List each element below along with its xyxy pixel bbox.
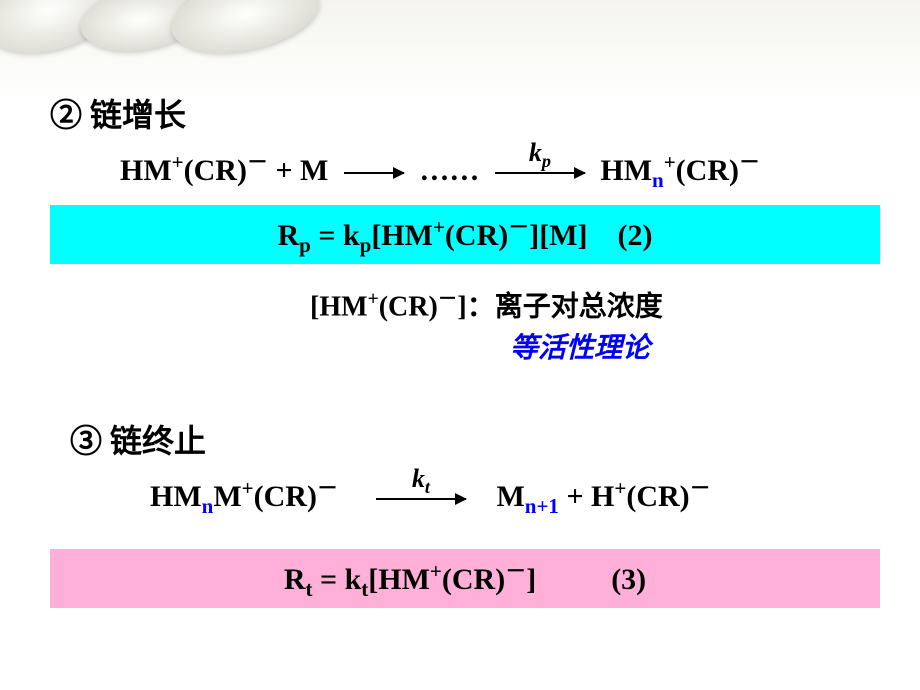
kp-k: k [529, 138, 542, 167]
sup-plus2: + [664, 150, 676, 174]
rp-sub2: p [360, 233, 372, 257]
rt-r: R [284, 563, 306, 596]
rt-num: (3) [611, 563, 646, 596]
rt-hm: [HM [368, 563, 430, 596]
rate-rp-box: Rp = kp[HM+(CR)－][M] (2) [50, 205, 880, 264]
eq2-sup-plus: + [242, 476, 254, 500]
section2-title-text: 链终止 [110, 423, 206, 459]
eq2-m: M [213, 480, 241, 513]
eq2-hm: HM [150, 480, 202, 513]
rt-close: ] [526, 563, 536, 596]
note-theory: 等活性理论 [510, 326, 880, 366]
dots: …… [419, 154, 479, 187]
kt-label: kt [412, 464, 430, 498]
chain-growth-equation: HM+(CR)－ + M …… kp HMn+(CR)－ [120, 146, 880, 193]
chain-termination-equation: HMnM+(CR)－ kt Mn+1 + H+(CR)－ [150, 472, 880, 519]
rp-eq: = k [311, 219, 360, 252]
section2: ③ 链终止 HMnM+(CR)－ kt Mn+1 + H+(CR)－ Rt = … [50, 416, 880, 608]
eq-right-cr: (CR) [676, 154, 739, 187]
eq-right-n: n [652, 168, 664, 192]
eq2-cr: (CR) [254, 480, 317, 513]
note-hm: [HM [310, 291, 368, 322]
kt-k: k [412, 464, 425, 493]
eq-cr: (CR) [184, 154, 247, 187]
note-text: ]：离子对总浓度 [457, 291, 662, 322]
plus-m: + M [268, 154, 328, 187]
rp-m: ][M] [529, 219, 587, 252]
eq2-sup-plus2: + [614, 476, 626, 500]
rp-cr: (CR) [445, 219, 508, 252]
eq-right-hm: HM [600, 154, 652, 187]
section1-number: ② [50, 97, 82, 133]
sup-plus: + [172, 150, 184, 174]
eq-hm: HM [120, 154, 172, 187]
rt-sup-minus: － [505, 559, 526, 583]
rate-rt-box: Rt = kt[HM+(CR)－] (3) [50, 549, 880, 608]
section2-number: ③ [70, 423, 102, 459]
note-sup-minus: － [438, 289, 458, 310]
note-sup-plus: + [368, 289, 379, 310]
sup-minus: － [247, 150, 268, 174]
note-concentration: [HM+(CR)－]：离子对总浓度 [310, 282, 880, 324]
rp-hm: [HM [371, 219, 433, 252]
eq2-n: n [202, 494, 214, 518]
rp-sup-plus: + [433, 215, 445, 239]
kp-label: kp [529, 138, 551, 172]
arrow1 [344, 172, 404, 174]
section1-title-text: 链增长 [90, 97, 186, 133]
arrow-kt: kt [376, 498, 466, 500]
corner-decoration [0, 0, 350, 70]
kt-t: t [425, 478, 430, 498]
eq2-sup-minus: － [317, 476, 338, 500]
rp-sub: p [299, 233, 311, 257]
rt-sup-plus: + [430, 559, 442, 583]
eq2-plus-h: + H [559, 480, 614, 513]
rp-num: (2) [618, 219, 653, 252]
eq2-right-m: M [496, 480, 524, 513]
note-cr: (CR) [379, 291, 438, 322]
section1-title: ② 链增长 [50, 90, 880, 136]
eq2-sup-minus2: － [690, 476, 711, 500]
rp-sup-minus: － [508, 215, 529, 239]
slide-content: ② 链增长 HM+(CR)－ + M …… kp HMn+(CR)－ Rp = … [50, 90, 880, 608]
section2-title: ③ 链终止 [70, 416, 880, 462]
kp-p: p [542, 151, 551, 171]
arrow-kp: kp [495, 172, 585, 174]
eq2-right-sub: n+1 [525, 494, 559, 518]
rp-r: R [277, 219, 299, 252]
rt-eq: = k [312, 563, 361, 596]
eq2-cr2: (CR) [626, 480, 689, 513]
sup-minus2: － [739, 150, 760, 174]
rt-cr: (CR) [442, 563, 505, 596]
